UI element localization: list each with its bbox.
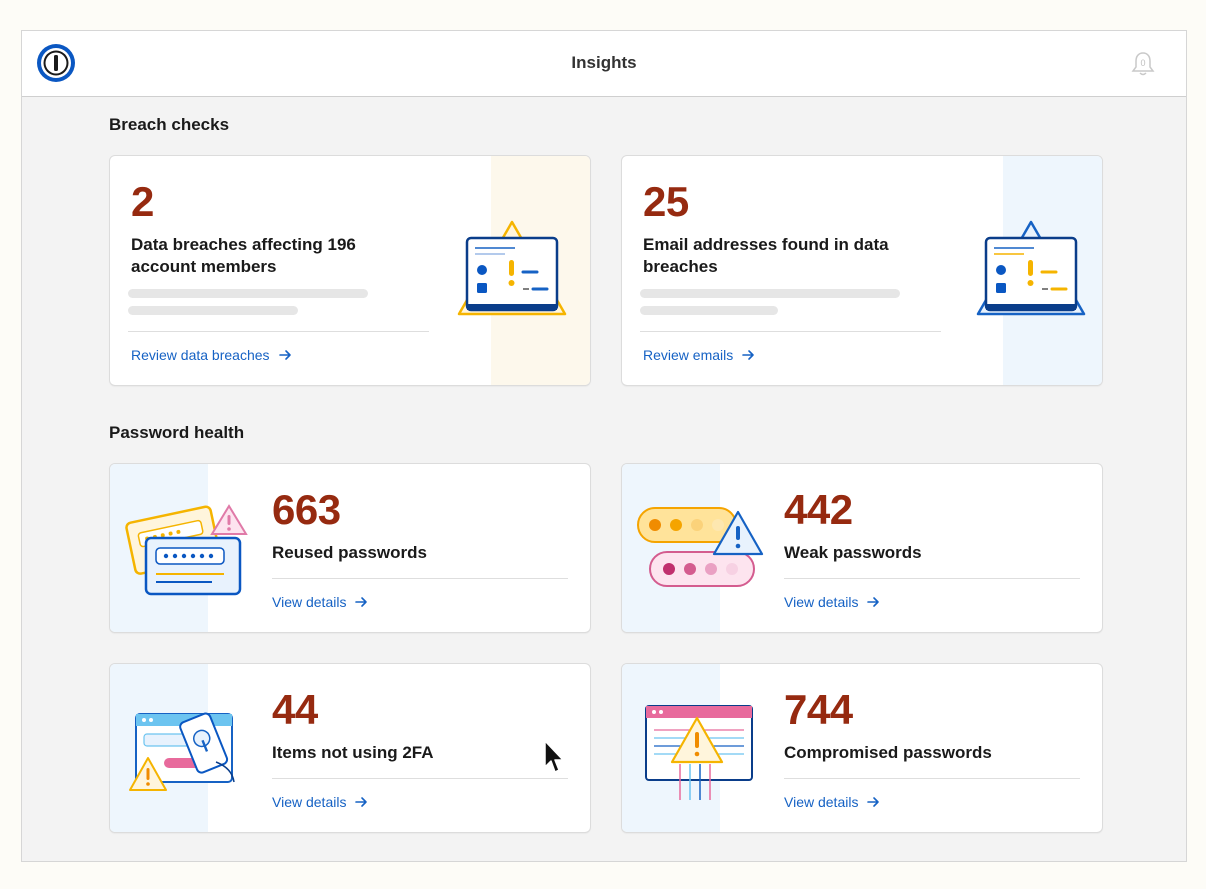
skeleton-line <box>640 306 778 315</box>
card-compromised-passwords: 744 Compromised passwords View details <box>621 663 1103 833</box>
2fa-label: Items not using 2FA <box>272 743 434 762</box>
breach-count: 2 <box>131 178 154 225</box>
email-count: 25 <box>643 178 689 225</box>
card-divider <box>784 778 1080 779</box>
card-reused-passwords: 663 Reused passwords View details <box>109 463 591 633</box>
bell-icon[interactable]: 0 <box>1128 49 1158 79</box>
card-divider <box>640 331 941 332</box>
review-emails-link[interactable]: Review emails <box>643 347 755 363</box>
arrow-right-icon <box>742 350 755 360</box>
skeleton-line <box>128 306 298 315</box>
card-illustration-panel <box>622 464 720 632</box>
breach-card-label-line2: account members <box>131 257 277 276</box>
arrow-right-icon <box>867 797 880 807</box>
weak-passwords-illustration <box>637 507 764 587</box>
reused-count: 663 <box>272 486 341 533</box>
view-details-label: View details <box>784 594 859 610</box>
view-details-label: View details <box>272 794 347 810</box>
2fa-view-details-link[interactable]: View details <box>272 794 368 810</box>
compromised-view-details-link[interactable]: View details <box>784 794 880 810</box>
weak-view-details-link[interactable]: View details <box>784 594 880 610</box>
card-data-breaches: 2 Data breaches affecting 196 account me… <box>109 155 591 386</box>
card-divider <box>128 331 429 332</box>
mouse-cursor-icon <box>544 740 564 773</box>
arrow-right-icon <box>355 597 368 607</box>
2fa-count: 44 <box>272 686 318 733</box>
card-divider <box>272 778 568 779</box>
arrow-right-icon <box>867 597 880 607</box>
notification-count: 0 <box>1140 58 1145 68</box>
review-emails-label: Review emails <box>643 347 734 363</box>
view-details-label: View details <box>272 594 347 610</box>
reused-passwords-illustration <box>125 504 248 596</box>
card-items-not-using-2fa: 44 Items not using 2FA View details <box>109 663 591 833</box>
skeleton-line <box>640 289 900 298</box>
compromised-label: Compromised passwords <box>784 743 992 762</box>
compromised-count: 744 <box>784 686 853 733</box>
data-breach-warning-illustration <box>457 220 567 316</box>
review-data-breaches-label: Review data breaches <box>131 347 270 363</box>
email-breach-warning-illustration <box>976 220 1086 316</box>
card-weak-passwords: 442 Weak passwords View details <box>621 463 1103 633</box>
card-divider <box>272 578 568 579</box>
email-card-label-line2: breaches <box>643 257 718 276</box>
section-title-password-health: Password health <box>109 423 245 442</box>
email-card-label: Email addresses found in data breaches <box>643 234 943 278</box>
card-divider <box>784 578 1080 579</box>
arrow-right-icon <box>355 797 368 807</box>
weak-count: 442 <box>784 486 853 533</box>
section-title-breach-checks: Breach checks <box>109 115 230 134</box>
email-card-label-line1: Email addresses found in data <box>643 235 889 254</box>
app-window: Insights 0 Breach checks 2 Data breaches <box>21 30 1187 862</box>
breach-card-label-line1: Data breaches affecting 196 <box>131 235 356 254</box>
weak-label: Weak passwords <box>784 543 922 562</box>
reused-view-details-link[interactable]: View details <box>272 594 368 610</box>
arrow-right-icon <box>278 350 291 360</box>
view-details-label: View details <box>784 794 859 810</box>
app-logo-icon[interactable] <box>36 43 76 83</box>
breach-card-label: Data breaches affecting 196 account memb… <box>131 234 431 278</box>
top-bar: Insights 0 <box>22 31 1186 97</box>
review-data-breaches-link[interactable]: Review data breaches <box>131 347 292 363</box>
skeleton-line <box>128 289 368 298</box>
card-email-breaches: 25 Email addresses found in data breache… <box>621 155 1103 386</box>
reused-label: Reused passwords <box>272 543 427 562</box>
two-factor-illustration <box>129 712 235 791</box>
compromised-passwords-illustration <box>645 705 753 800</box>
page-title: Insights <box>571 53 637 72</box>
